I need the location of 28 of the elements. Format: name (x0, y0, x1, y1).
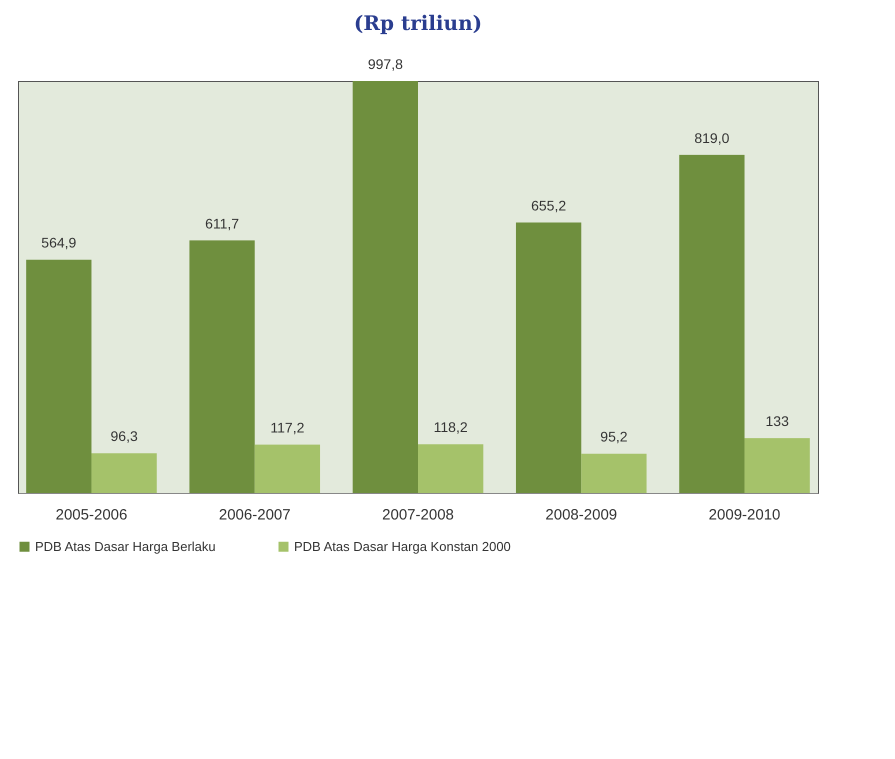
data-label: 117,2 (270, 420, 305, 436)
chart-title: (Rp triliun) (354, 11, 482, 35)
bar (581, 454, 647, 493)
legend-label: PDB Atas Dasar Harga Konstan 2000 (294, 538, 511, 554)
bar (744, 438, 810, 493)
data-label: 564,9 (41, 234, 77, 251)
x-tick-label: 2006-2007 (218, 506, 291, 524)
data-label: 611,7 (205, 215, 240, 232)
data-label: 118,2 (434, 419, 468, 436)
x-tick-label: 2005-2006 (56, 506, 128, 524)
bar (352, 81, 418, 493)
data-label: 133 (766, 413, 790, 430)
data-label: 819,0 (694, 130, 730, 146)
bar (189, 240, 255, 493)
bar (91, 453, 157, 493)
bar (418, 444, 484, 493)
data-label: 997,8 (368, 56, 404, 72)
x-tick-label: 2008-2009 (545, 506, 618, 524)
data-label: 655,2 (531, 197, 566, 214)
x-tick-label: 2007-2008 (382, 506, 454, 524)
bar (26, 260, 92, 493)
x-tick-label: 2009-2010 (708, 506, 780, 524)
bar (516, 222, 582, 493)
bar (679, 154, 745, 493)
data-label: 95,2 (600, 428, 628, 445)
legend-label: PDB Atas Dasar Harga Berlaku (35, 538, 216, 554)
bar (254, 444, 320, 493)
data-label: 96,3 (110, 428, 138, 444)
